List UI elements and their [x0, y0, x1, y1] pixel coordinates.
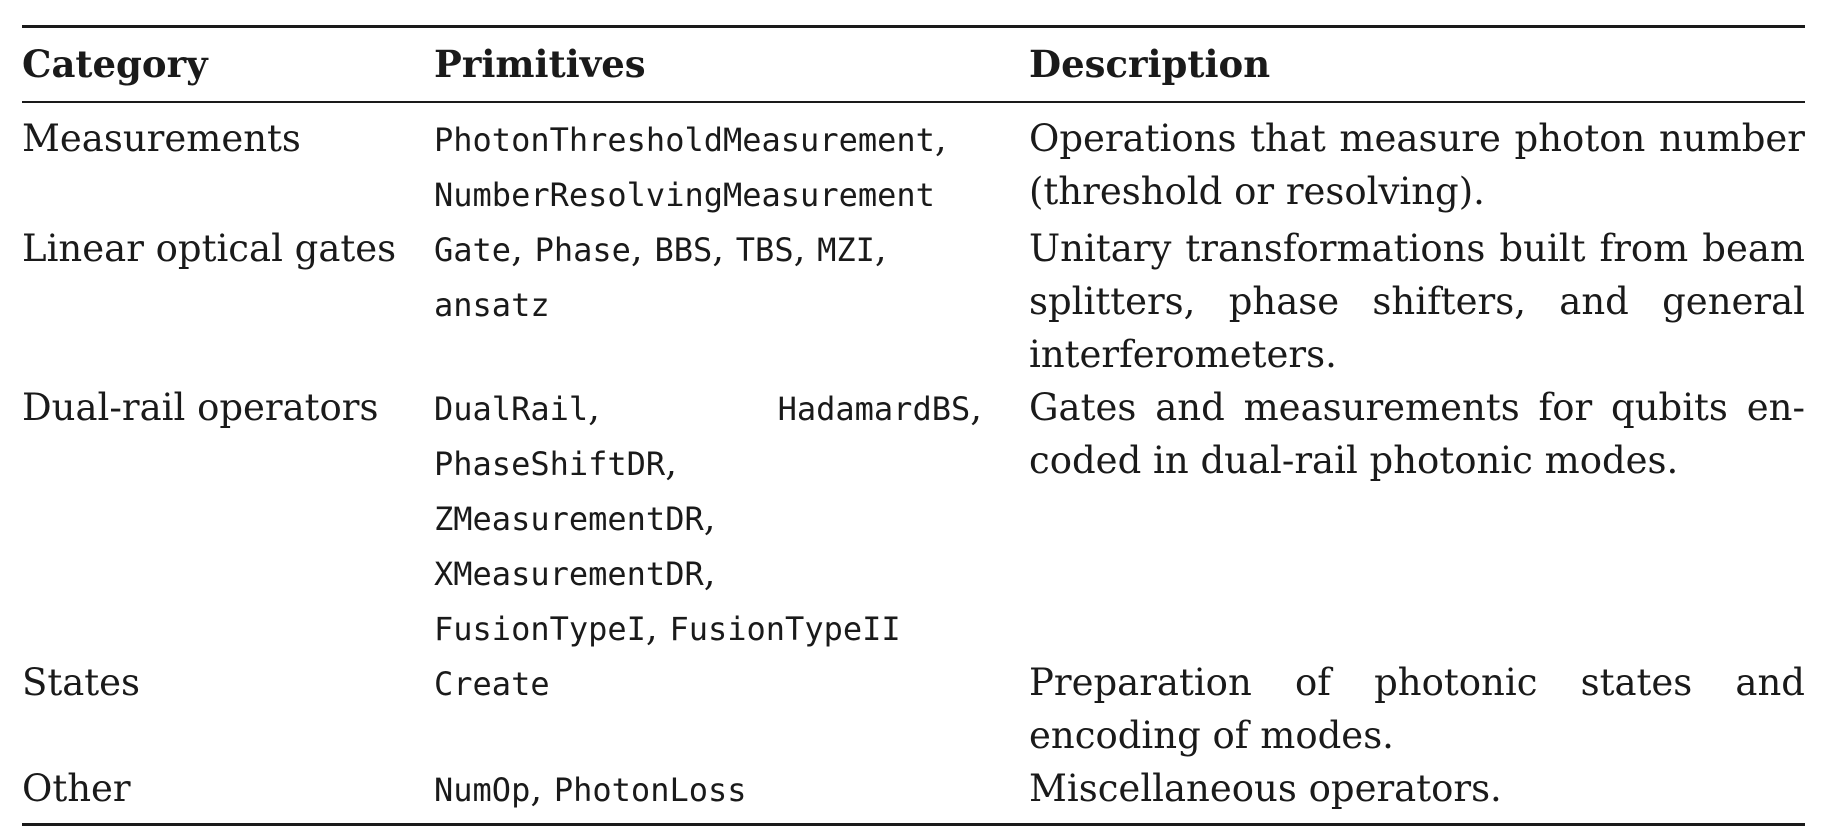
header-primitives: Primitives	[434, 42, 646, 86]
primitive-name: Create	[434, 665, 550, 703]
primitive-line: FusionTypeI, FusionTypeII	[434, 606, 901, 649]
primitive-name: PhotonThresholdMeasurement	[434, 121, 935, 159]
row-description: Unitary transformations built from beam …	[1029, 227, 1805, 376]
header-category: Category	[22, 42, 208, 86]
table-row: Linear optical gates Gate, Phase, BBS, T…	[22, 222, 1805, 381]
primitive-line: Gate, Phase, BBS, TBS, MZI,	[434, 227, 887, 270]
primitive-name: Phase	[534, 231, 631, 269]
row-description: Miscellaneous operators.	[1029, 767, 1502, 810]
row-primitives: Create	[434, 656, 1029, 762]
primitive-name: PhotonLoss	[553, 771, 747, 809]
primitive-name: PhaseShiftDR	[434, 445, 666, 483]
primitives-table-container: Category Primitives Description Measurem…	[22, 25, 1805, 826]
primitive-name: Gate	[434, 231, 512, 269]
primitive-line: XMeasurementDR,	[434, 551, 716, 594]
primitive-name: HadamardBS	[777, 390, 971, 428]
table-row: Dual-rail operators DualRail, HadamardBS,…	[22, 381, 1805, 656]
header-description: Description	[1029, 42, 1271, 86]
primitive-line: DualRail, HadamardBS,	[434, 386, 982, 429]
primitive-name: NumberResolvingMeasurement	[434, 176, 935, 214]
primitive-line: Create	[434, 656, 1023, 711]
primitive-line: PhaseShiftDR,	[434, 441, 677, 484]
primitive-name: TBS	[735, 231, 794, 269]
primitive-name: BBS	[654, 231, 713, 269]
row-category: Dual-rail operators	[22, 386, 379, 429]
primitive-name: NumOp	[434, 771, 531, 809]
primitive-name: ansatz	[434, 286, 550, 324]
row-description: Operations that measure photon number (t…	[1029, 117, 1805, 213]
table-row: Other NumOp, PhotonLoss Miscellaneous op…	[22, 762, 1805, 825]
primitive-line: ZMeasurementDR,	[434, 496, 716, 539]
primitive-name: XMeasurementDR	[434, 555, 704, 593]
row-primitives: NumOp, PhotonLoss	[434, 762, 1029, 825]
row-description: Preparation of photonic states and encod…	[1029, 661, 1805, 757]
row-category: Other	[22, 767, 131, 810]
primitives-table: Category Primitives Description Measurem…	[22, 25, 1805, 826]
primitive-name: DualRail	[434, 390, 589, 428]
primitive-line: NumOp, PhotonLoss	[434, 767, 747, 810]
primitive-name: FusionTypeI	[434, 610, 646, 648]
primitive-line: PhotonThresholdMeasurement,	[434, 117, 947, 160]
primitive-name: MZI	[817, 231, 875, 269]
table-row: States Create Preparation of photonic st…	[22, 656, 1805, 762]
row-primitives: Gate, Phase, BBS, TBS, MZI, ansatz	[434, 222, 1029, 381]
primitive-line: ansatz	[434, 277, 1023, 332]
row-primitives: PhotonThresholdMeasurement, NumberResolv…	[434, 102, 1029, 222]
table-header-row: Category Primitives Description	[22, 26, 1805, 102]
row-description: Gates and measurements for qubits en­cod…	[1029, 386, 1805, 482]
primitive-name: ZMeasurementDR	[434, 500, 704, 538]
table-row: Measurements PhotonThresholdMeasurement,…	[22, 102, 1805, 222]
row-primitives: DualRail, HadamardBS, PhaseShiftDR, ZMeas…	[434, 381, 1029, 656]
primitive-line: NumberResolvingMeasurement	[434, 167, 1023, 222]
primitive-name: FusionTypeII	[669, 610, 901, 648]
row-category: Measurements	[22, 117, 301, 160]
row-category: Linear optical gates	[22, 227, 397, 270]
row-category: States	[22, 661, 141, 704]
